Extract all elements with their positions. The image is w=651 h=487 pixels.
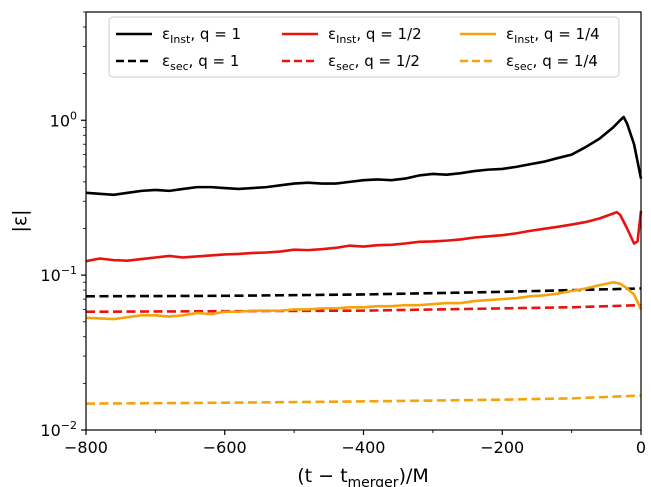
legend-label: εInst, q = 1/2 <box>328 25 422 46</box>
y-axis-label: |ε| <box>9 209 31 232</box>
x-tick-label: −400 <box>342 438 386 457</box>
x-tick-label: −800 <box>64 438 108 457</box>
y-tick-label: 10−1 <box>40 264 77 285</box>
x-axis-label: (t − tmerger)/M <box>297 465 429 487</box>
series-line-3 <box>85 210 643 263</box>
series-line-4 <box>85 303 642 314</box>
plot-frame <box>85 11 642 431</box>
legend: εInst, q = 1 εsec, q = 1 εInst, q = 1/2 εse… <box>108 16 620 78</box>
legend-label: εInst, q = 1/4 <box>506 25 600 46</box>
tick-labels: −800 −600 −400 −200 0 10−2 10−1 100 <box>40 109 646 457</box>
plot-area <box>86 12 641 430</box>
legend-label: εsec, q = 1 <box>162 52 239 73</box>
y-tick-label: 100 <box>50 109 77 130</box>
series-lines <box>85 115 643 405</box>
y-tick-label: 10−2 <box>40 419 77 440</box>
series-line-5 <box>85 280 643 321</box>
series-line-6 <box>85 394 642 405</box>
legend-label: εsec, q = 1/4 <box>506 52 598 73</box>
x-tick-label: 0 <box>636 438 646 457</box>
legend-label: εsec, q = 1/2 <box>328 52 420 73</box>
x-tick-label: −200 <box>480 438 524 457</box>
x-tick-label: −600 <box>203 438 247 457</box>
legend-label: εInst, q = 1 <box>162 25 241 46</box>
series-line-1 <box>85 115 643 197</box>
series-line-2 <box>85 287 642 298</box>
